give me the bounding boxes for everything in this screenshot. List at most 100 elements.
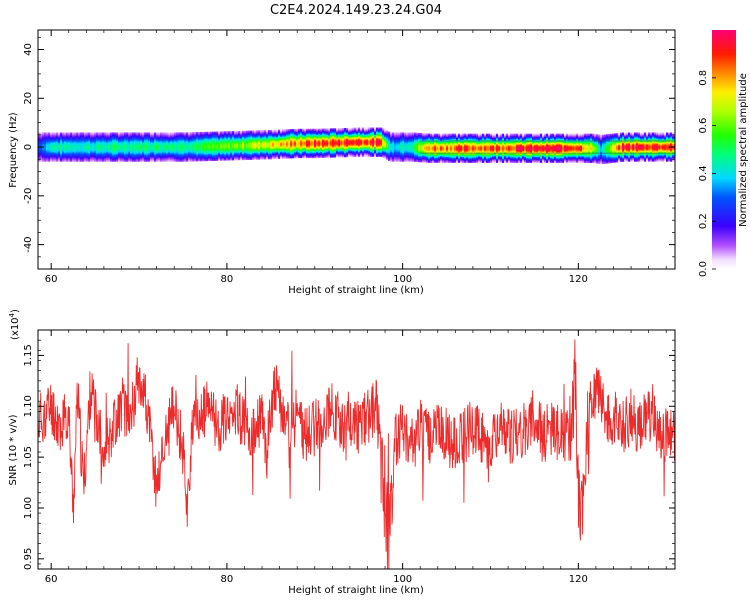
heatmap-cell (296, 132, 299, 135)
heatmap-cell (64, 153, 67, 155)
heatmap-cell (150, 156, 153, 158)
heatmap-cell (300, 136, 303, 139)
heatmap-cell (204, 135, 207, 138)
heatmap-cell (280, 146, 283, 148)
heatmap-cell (286, 155, 289, 157)
heatmap-cell (214, 143, 217, 145)
heatmap-cell (178, 137, 181, 139)
heatmap-cell (262, 139, 265, 141)
heatmap-cell (248, 146, 251, 148)
heatmap-cell (70, 143, 73, 145)
heatmap-cell (220, 149, 223, 151)
heatmap-cell (198, 143, 201, 145)
heatmap-cell (212, 157, 215, 159)
heatmap-cell (254, 145, 257, 147)
heatmap-cell (134, 140, 137, 142)
heatmap-cell (274, 133, 277, 136)
heatmap-cell (52, 138, 55, 140)
heatmap-cell (88, 136, 91, 138)
heatmap-cell (258, 152, 261, 154)
heatmap-cell (134, 134, 137, 136)
heatmap-cell (170, 147, 173, 149)
heatmap-cell (198, 145, 201, 147)
heatmap-cell (156, 132, 159, 134)
heatmap-cell (250, 156, 253, 158)
heatmap-cell (152, 139, 155, 141)
heatmap-cell (150, 147, 153, 149)
heatmap-cell (72, 138, 75, 140)
heatmap-cell (226, 150, 229, 152)
heatmap-cell (236, 131, 239, 134)
heatmap-cell (228, 142, 231, 144)
heatmap-cell (92, 134, 95, 136)
heatmap-cell (234, 142, 237, 144)
heatmap-cell (124, 149, 127, 151)
heatmap-cell (300, 139, 303, 142)
heatmap-cell (40, 141, 43, 143)
heatmap-cell (142, 149, 145, 151)
heatmap-cell (206, 153, 209, 156)
heatmap-cell (232, 157, 235, 159)
heatmap-cell (110, 154, 113, 156)
heatmap-cell (80, 133, 83, 135)
heatmap-cell (116, 139, 119, 141)
heatmap-cell (194, 140, 197, 142)
heatmap-cell (100, 146, 103, 148)
heatmap-cell (66, 135, 69, 137)
heatmap-cell (228, 155, 231, 157)
heatmap-cell (284, 149, 287, 151)
heatmap-cell (100, 143, 103, 145)
heatmap-cell (74, 145, 77, 147)
heatmap-cell (244, 144, 247, 147)
heatmap-cell (38, 132, 41, 134)
heatmap-cell (192, 138, 195, 140)
heatmap-cell (94, 132, 97, 134)
heatmap-cell (304, 128, 307, 131)
heatmap-cell (234, 135, 237, 137)
heatmap-cell (188, 149, 191, 151)
heatmap-cell (174, 142, 177, 144)
heatmap-cell (212, 141, 215, 143)
heatmap-cell (46, 150, 49, 152)
heatmap-cell (272, 152, 275, 155)
heatmap-cell (216, 132, 219, 134)
heatmap-cell (196, 150, 199, 152)
heatmap-cell (294, 144, 297, 147)
heatmap-cell (302, 144, 305, 147)
heatmap-cell (236, 150, 239, 153)
heatmap-cell (212, 153, 215, 155)
heatmap-cell (228, 145, 231, 147)
heatmap-cell (64, 157, 67, 159)
heatmap-cell (156, 133, 159, 135)
heatmap-cell (282, 155, 285, 157)
heatmap-cell (258, 147, 261, 149)
heatmap-cell (144, 160, 147, 162)
heatmap-cell (126, 137, 129, 139)
heatmap-cell (242, 154, 245, 157)
heatmap-cell (108, 148, 111, 150)
heatmap-cell (108, 160, 111, 162)
heatmap-cell (194, 139, 197, 141)
heatmap-cell (144, 153, 147, 155)
heatmap-cell (80, 142, 83, 144)
heatmap-cell (124, 148, 127, 150)
heatmap-cell (272, 156, 275, 159)
heatmap-cell (238, 143, 241, 146)
heatmap-cell (228, 150, 231, 152)
heatmap-cell (78, 132, 81, 134)
heatmap-cell (230, 145, 233, 147)
heatmap-cell (184, 146, 187, 148)
heatmap-cell (126, 138, 129, 140)
heatmap-cell (166, 148, 169, 150)
heatmap-cell (114, 155, 117, 157)
heatmap-cell (102, 140, 105, 142)
heatmap-cell (224, 156, 227, 158)
heatmap-cell (126, 142, 129, 144)
heatmap-cell (102, 158, 105, 160)
heatmap-cell (38, 144, 41, 146)
heatmap-cell (176, 133, 179, 135)
heatmap-cell (94, 153, 97, 155)
heatmap-cell (196, 154, 199, 156)
heatmap-cell (102, 134, 105, 136)
heatmap-cell (266, 142, 269, 144)
